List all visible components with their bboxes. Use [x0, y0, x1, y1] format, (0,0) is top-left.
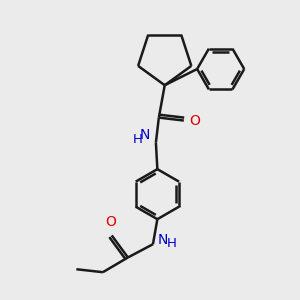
Text: O: O: [105, 215, 116, 229]
Text: H: H: [166, 237, 176, 250]
Text: N: N: [157, 233, 168, 247]
Text: H: H: [133, 133, 142, 146]
Text: N: N: [140, 128, 150, 142]
Text: O: O: [189, 114, 200, 128]
